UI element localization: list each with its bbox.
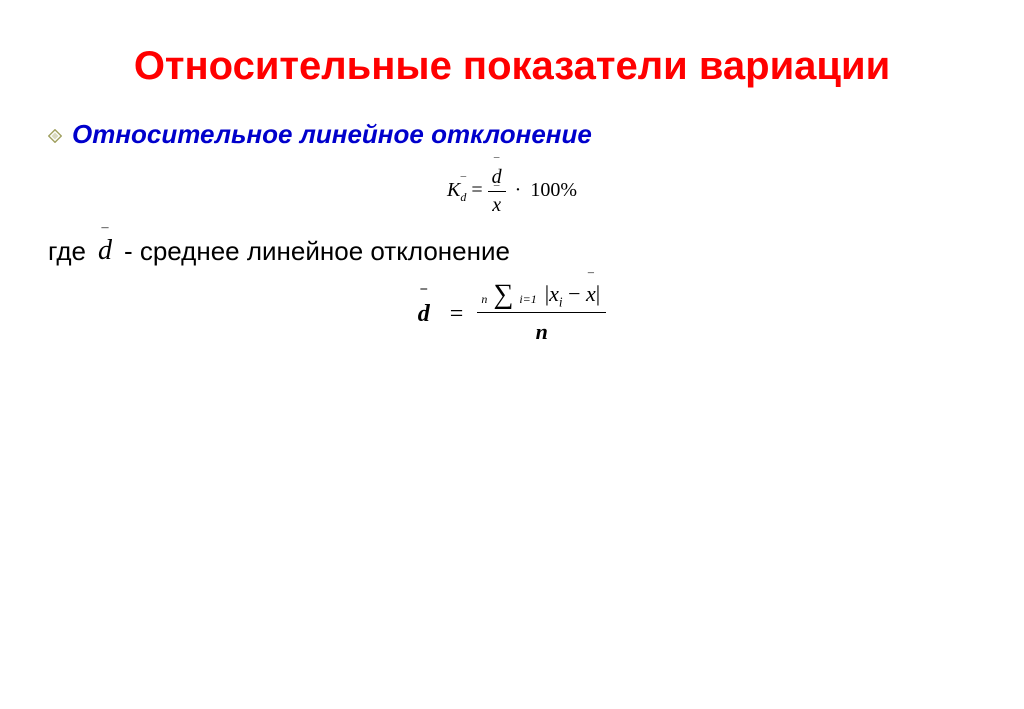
formula2-fraction: n ∑ i=1 |xi − ¯x| n	[477, 281, 606, 349]
definition-prefix: где	[48, 236, 86, 267]
formula-relative-linear-deviation: K¯d = ¯ d ¯ x · 100%	[48, 166, 976, 217]
subheading-text: Относительное линейное отклонение	[72, 119, 592, 150]
formula1-denominator: ¯ x	[492, 194, 501, 217]
formula1-sub-d: d	[460, 190, 466, 204]
slide-title: Относительные показатели вариации	[48, 44, 976, 89]
formula1-fraction: ¯ d ¯ x	[488, 166, 506, 217]
formula1-lhs: K¯d	[447, 179, 471, 201]
formula2-lhs: ¯ d	[418, 301, 430, 328]
definition-line: где ¯ d - среднее линейное отклонение	[48, 235, 976, 267]
formula2-abs: |xi − ¯x|	[543, 281, 602, 310]
definition-symbol: ¯ d	[98, 235, 112, 267]
equals-sign: =	[471, 179, 487, 201]
diamond-bullet-icon	[48, 129, 62, 143]
formula1-factor: 100%	[530, 179, 577, 201]
subheading-row: Относительное линейное отклонение	[48, 119, 976, 150]
summation-icon: n ∑ i=1	[481, 281, 536, 309]
formula1-dot: ·	[511, 179, 526, 201]
formula1-K: K	[447, 179, 460, 201]
formula-mean-linear-deviation: ¯ d = n ∑ i=1 |xi − ¯x| n	[48, 281, 976, 349]
formula2-denominator: n	[477, 315, 606, 349]
slide: Относительные показатели вариации Относи…	[0, 0, 1024, 709]
definition-suffix: - среднее линейное отклонение	[124, 236, 510, 267]
equals-sign-2: =	[450, 301, 464, 327]
